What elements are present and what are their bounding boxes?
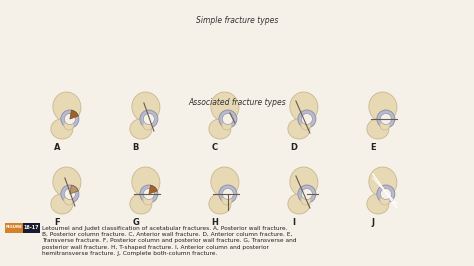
Text: G: G [132,218,139,227]
Circle shape [301,114,312,124]
Ellipse shape [130,119,152,139]
Circle shape [301,189,312,200]
Text: FIGURE: FIGURE [6,226,22,230]
Ellipse shape [369,167,397,197]
FancyBboxPatch shape [22,222,39,232]
Circle shape [301,120,311,130]
Circle shape [143,114,155,124]
Ellipse shape [209,119,231,139]
Ellipse shape [51,119,73,139]
Ellipse shape [367,119,389,139]
Circle shape [61,185,79,203]
Circle shape [64,120,74,130]
Wedge shape [70,185,78,194]
Text: J: J [372,218,374,227]
Circle shape [140,185,158,203]
Ellipse shape [53,167,81,197]
Text: Simple fracture types: Simple fracture types [196,16,278,25]
Ellipse shape [132,167,160,197]
Circle shape [380,114,392,124]
Text: E: E [370,143,376,152]
Ellipse shape [211,92,239,122]
Circle shape [143,189,155,200]
Text: Letournel and Judet classification of acetabular fractures. A, Posterior wall fr: Letournel and Judet classification of ac… [42,226,297,256]
Text: 16-17: 16-17 [23,225,39,230]
Circle shape [377,185,395,203]
Circle shape [222,120,232,130]
Ellipse shape [209,194,231,214]
Circle shape [380,189,392,200]
Text: D: D [291,143,297,152]
Circle shape [380,120,390,130]
Ellipse shape [130,194,152,214]
Ellipse shape [132,92,160,122]
Ellipse shape [367,194,389,214]
Circle shape [222,189,233,200]
Circle shape [298,110,316,128]
Ellipse shape [288,119,310,139]
Circle shape [143,120,153,130]
Circle shape [301,195,311,205]
Wedge shape [149,185,157,194]
Circle shape [222,114,233,124]
Text: Associated fracture types: Associated fracture types [188,98,286,107]
Text: I: I [292,218,295,227]
Circle shape [61,110,79,128]
Text: C: C [212,143,218,152]
Ellipse shape [288,194,310,214]
Ellipse shape [211,167,239,197]
Circle shape [377,110,395,128]
Ellipse shape [51,194,73,214]
Wedge shape [70,110,78,119]
Circle shape [64,114,75,124]
Ellipse shape [290,167,318,197]
Circle shape [64,189,75,200]
Circle shape [64,195,74,205]
Circle shape [298,185,316,203]
Circle shape [222,195,232,205]
Text: H: H [211,218,219,227]
Text: A: A [54,143,60,152]
Text: F: F [54,218,60,227]
Circle shape [380,195,390,205]
Circle shape [140,110,158,128]
Ellipse shape [53,92,81,122]
Ellipse shape [290,92,318,122]
Circle shape [143,195,153,205]
Circle shape [219,185,237,203]
Text: B: B [133,143,139,152]
Ellipse shape [369,92,397,122]
Circle shape [219,110,237,128]
FancyBboxPatch shape [4,222,24,232]
